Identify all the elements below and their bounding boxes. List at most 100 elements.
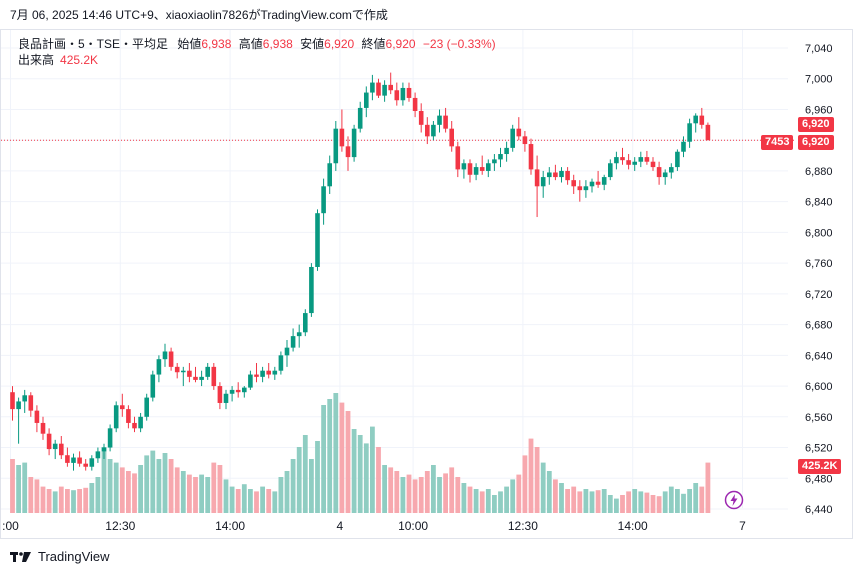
candle-body: [272, 370, 278, 375]
symbol-legend[interactable]: 良品計画・5・TSE・平均足 始値6,938 高値6,938 安値6,920 終…: [18, 36, 496, 52]
candle-body: [101, 447, 107, 452]
volume-bar: [467, 486, 473, 513]
volume-legend[interactable]: 出来高 425.2K: [18, 52, 98, 68]
volume-bar: [662, 491, 668, 513]
candle-body: [65, 455, 70, 463]
candle-body: [46, 433, 52, 450]
volume-bar: [302, 435, 308, 513]
candle-body: [211, 366, 217, 387]
candle-body: [181, 370, 186, 373]
lightning-icon[interactable]: [724, 490, 744, 510]
candle-body: [217, 386, 223, 403]
volume-bar: [138, 465, 143, 513]
candle-body: [412, 97, 418, 112]
volume-bar: [290, 459, 296, 513]
volume-bar: [553, 479, 558, 513]
volume-bar: [498, 491, 503, 513]
price-tick-label: 6,680: [805, 320, 833, 332]
price-tick-label: 6,560: [805, 412, 833, 424]
candle-body: [345, 146, 351, 158]
volume-bar: [534, 447, 540, 513]
volume-bar: [144, 455, 150, 513]
high-label: 高値: [238, 37, 263, 51]
candle-body: [351, 128, 357, 158]
price-badge-top: 6,920: [798, 117, 834, 132]
volume-bar: [522, 455, 528, 513]
candle-body: [235, 389, 241, 393]
candle-body: [278, 355, 284, 371]
volume-bar: [22, 462, 28, 513]
volume-bar: [284, 471, 290, 513]
candle-body: [290, 336, 296, 348]
candle-body: [614, 157, 619, 164]
candle-body: [40, 422, 46, 434]
volume-bar: [65, 489, 70, 513]
tradingview-logo-icon: [10, 551, 31, 562]
volume-bar: [199, 474, 204, 513]
volume-bar: [254, 491, 259, 513]
volume-bar: [266, 489, 272, 513]
volume-bar: [589, 491, 595, 513]
candle-body: [321, 186, 326, 214]
header-text: 7月 06, 2025 14:46 UTC+9、xiaoxiaolin7826が…: [10, 8, 388, 22]
volume-bar: [601, 489, 607, 513]
volume-bar: [223, 479, 229, 513]
volume-bar: [315, 441, 320, 513]
candle-body: [626, 160, 631, 165]
candle-body: [199, 376, 204, 380]
candle-body: [522, 136, 528, 145]
candle-body: [620, 157, 625, 161]
volume-bar: [668, 486, 674, 513]
volume-bar: [376, 447, 381, 513]
candle-body: [174, 366, 180, 373]
volume-bar: [644, 492, 650, 513]
candle-body: [339, 128, 345, 147]
volume-bar: [217, 465, 223, 513]
volume-bar: [333, 393, 339, 513]
volume-bar: [699, 486, 705, 513]
time-tick-label: :00: [2, 519, 19, 533]
candle-body: [583, 186, 589, 191]
candle-body: [681, 141, 686, 152]
candle-body: [327, 163, 332, 187]
volume-bar: [119, 467, 125, 513]
candle-body: [528, 144, 534, 170]
candle-body: [77, 457, 82, 464]
volume-bar: [309, 459, 314, 513]
volume-bar: [510, 479, 516, 513]
volume-bar: [16, 465, 21, 513]
price-tick-label: 6,960: [805, 104, 833, 116]
candle-body: [205, 366, 210, 377]
time-tick-label: 12:30: [105, 519, 135, 533]
candle-body: [309, 266, 314, 314]
volume-bar: [113, 462, 119, 513]
candle-body: [370, 82, 375, 93]
open-label: 始値: [177, 37, 202, 51]
volume-bar: [28, 477, 34, 513]
candle-body: [504, 147, 509, 155]
volume-bar: [687, 489, 692, 513]
candle-body: [242, 387, 247, 393]
volume-bar: [168, 459, 174, 513]
candle-body: [89, 458, 95, 467]
candle-body: [193, 376, 198, 380]
footer-brand: TradingView: [38, 549, 110, 564]
volume-value: 425.2K: [60, 53, 99, 67]
candle-body: [59, 443, 64, 456]
volume-bar: [46, 489, 52, 513]
volume-bar: [162, 453, 168, 513]
volume-bar: [229, 486, 235, 513]
candle-body: [662, 172, 668, 178]
candle-body: [357, 107, 363, 129]
volume-bar: [382, 465, 387, 513]
volume-bar: [504, 486, 509, 513]
volume-bar: [455, 477, 461, 513]
candle-body: [669, 167, 674, 173]
volume-bar: [77, 489, 82, 513]
price-tick-label: 6,520: [805, 443, 833, 455]
volume-bar: [260, 486, 265, 513]
volume-bar: [40, 486, 46, 513]
volume-bar: [400, 477, 406, 513]
volume-bar: [638, 491, 644, 513]
